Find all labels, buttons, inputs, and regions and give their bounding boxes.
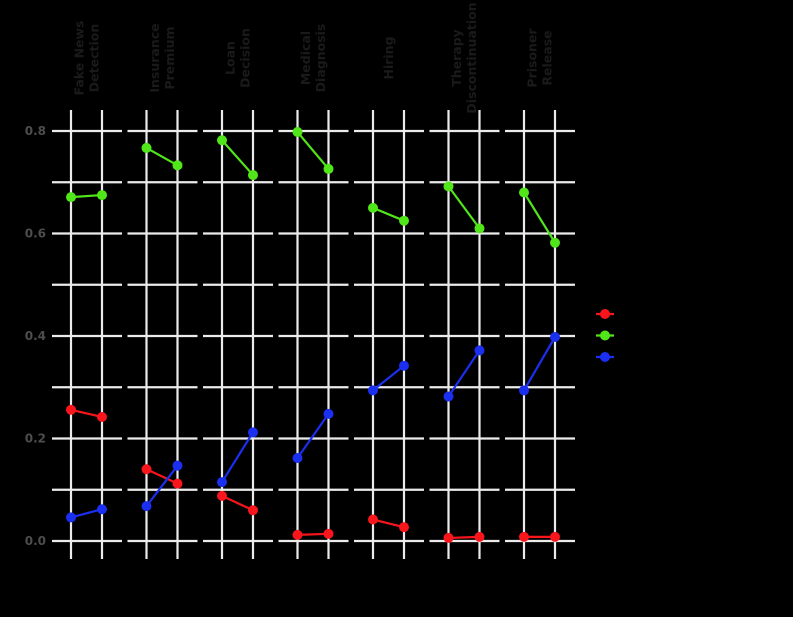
series-line-blue bbox=[221, 431, 254, 483]
data-point-blue bbox=[519, 385, 529, 396]
data-point-red bbox=[474, 531, 485, 542]
series-line-red bbox=[146, 468, 178, 485]
data-point-blue bbox=[292, 452, 303, 463]
series-line-blue bbox=[296, 413, 330, 459]
data-point-green bbox=[141, 142, 152, 153]
data-point-green bbox=[172, 160, 183, 171]
data-point-green bbox=[519, 187, 529, 198]
data-point-red bbox=[97, 411, 107, 422]
data-point-red bbox=[519, 531, 529, 542]
data-point-blue bbox=[368, 385, 378, 396]
series-line-green bbox=[221, 139, 254, 176]
data-point-blue bbox=[66, 512, 76, 523]
facet-strip-label: Medical bbox=[298, 31, 313, 85]
series-line-blue bbox=[523, 336, 556, 391]
facet-strip-label: Loan bbox=[223, 41, 238, 75]
facet-panel: Insurance Premium bbox=[127, 23, 198, 559]
data-point-blue bbox=[443, 391, 454, 402]
data-point-red bbox=[172, 478, 183, 489]
series-line-green bbox=[70, 193, 103, 199]
facet-strip-label: Therapy bbox=[449, 29, 464, 87]
facet-strip-label: Discontinuation bbox=[464, 2, 479, 113]
facet-strip-label: Premium bbox=[162, 26, 177, 89]
data-point-red bbox=[248, 505, 258, 516]
facet-panel: Loan Decision bbox=[203, 28, 273, 559]
data-point-green bbox=[399, 215, 409, 226]
series-line-blue bbox=[70, 508, 103, 519]
data-point-green bbox=[97, 190, 107, 201]
data-point-blue bbox=[550, 332, 560, 343]
series-line-red bbox=[448, 535, 480, 540]
series-line-green bbox=[296, 131, 330, 170]
facet-strip-label: Detection bbox=[87, 24, 102, 92]
data-point-green bbox=[443, 181, 454, 192]
facet-strip-label: Release bbox=[540, 30, 555, 85]
data-point-green bbox=[368, 202, 378, 213]
data-point-green bbox=[248, 170, 258, 181]
data-point-green bbox=[323, 163, 334, 174]
series-line-red bbox=[70, 408, 103, 419]
y-tick-label: 0.2 bbox=[25, 432, 46, 446]
data-point-red bbox=[550, 531, 560, 542]
y-tick-label: 0.0 bbox=[25, 534, 46, 548]
data-point-red bbox=[399, 522, 409, 533]
facet-panel: Fake News Detection bbox=[52, 21, 122, 559]
data-point-blue bbox=[323, 408, 334, 419]
series-line-blue bbox=[145, 464, 179, 507]
series-line-red bbox=[372, 518, 405, 529]
facet-panels: Fake News Detection Insurance Premium Loan De… bbox=[52, 2, 575, 559]
facet-panel: Therapy Discontinuation bbox=[429, 2, 500, 559]
facet-strip-label: Decision bbox=[238, 28, 253, 88]
legend-key-point bbox=[600, 309, 610, 319]
legend-key-point bbox=[600, 352, 610, 362]
series-line-red bbox=[221, 494, 254, 512]
data-point-red bbox=[217, 490, 227, 501]
series-line-red bbox=[297, 532, 329, 536]
data-point-green bbox=[217, 135, 227, 146]
y-axis: 0.0 0.2 0.4 0.6 0.8 bbox=[25, 124, 46, 548]
data-point-blue bbox=[141, 501, 152, 512]
facet-strip-label: Prisoner bbox=[525, 28, 540, 88]
data-point-red bbox=[66, 404, 76, 415]
data-point-blue bbox=[172, 460, 183, 471]
data-point-blue bbox=[217, 477, 227, 488]
series-line-green bbox=[372, 206, 405, 222]
data-point-red bbox=[323, 528, 334, 539]
data-point-green bbox=[474, 223, 485, 234]
facet-strip-label: Diagnosis bbox=[313, 24, 328, 93]
facet-panel: Prisoner Release bbox=[505, 28, 575, 559]
series-line-green bbox=[523, 191, 556, 244]
facet-panel: Medical Diagnosis bbox=[278, 24, 349, 559]
legend bbox=[596, 309, 614, 362]
facet-strip-label: Fake News bbox=[72, 21, 87, 96]
data-point-blue bbox=[399, 360, 409, 371]
y-tick-label: 0.6 bbox=[25, 227, 46, 241]
facet-panel: Hiring bbox=[354, 36, 424, 559]
data-point-red bbox=[141, 464, 152, 475]
facet-strip-label: Insurance bbox=[147, 23, 162, 92]
data-point-blue bbox=[474, 345, 485, 356]
data-point-blue bbox=[97, 504, 107, 515]
facet-strip-label: Hiring bbox=[381, 36, 396, 79]
data-point-green bbox=[292, 127, 303, 138]
y-tick-label: 0.8 bbox=[25, 124, 46, 138]
data-point-red bbox=[443, 532, 454, 543]
y-tick-label: 0.4 bbox=[25, 329, 46, 343]
legend-key-point bbox=[600, 330, 610, 341]
data-point-red bbox=[292, 529, 303, 540]
data-point-red bbox=[368, 514, 378, 525]
data-point-green bbox=[550, 237, 560, 248]
data-point-green bbox=[66, 192, 76, 203]
series-line-green bbox=[145, 146, 179, 167]
series-line-green bbox=[447, 185, 481, 230]
data-point-blue bbox=[248, 427, 258, 438]
series-line-blue bbox=[372, 364, 405, 392]
series-line-blue bbox=[447, 349, 481, 398]
